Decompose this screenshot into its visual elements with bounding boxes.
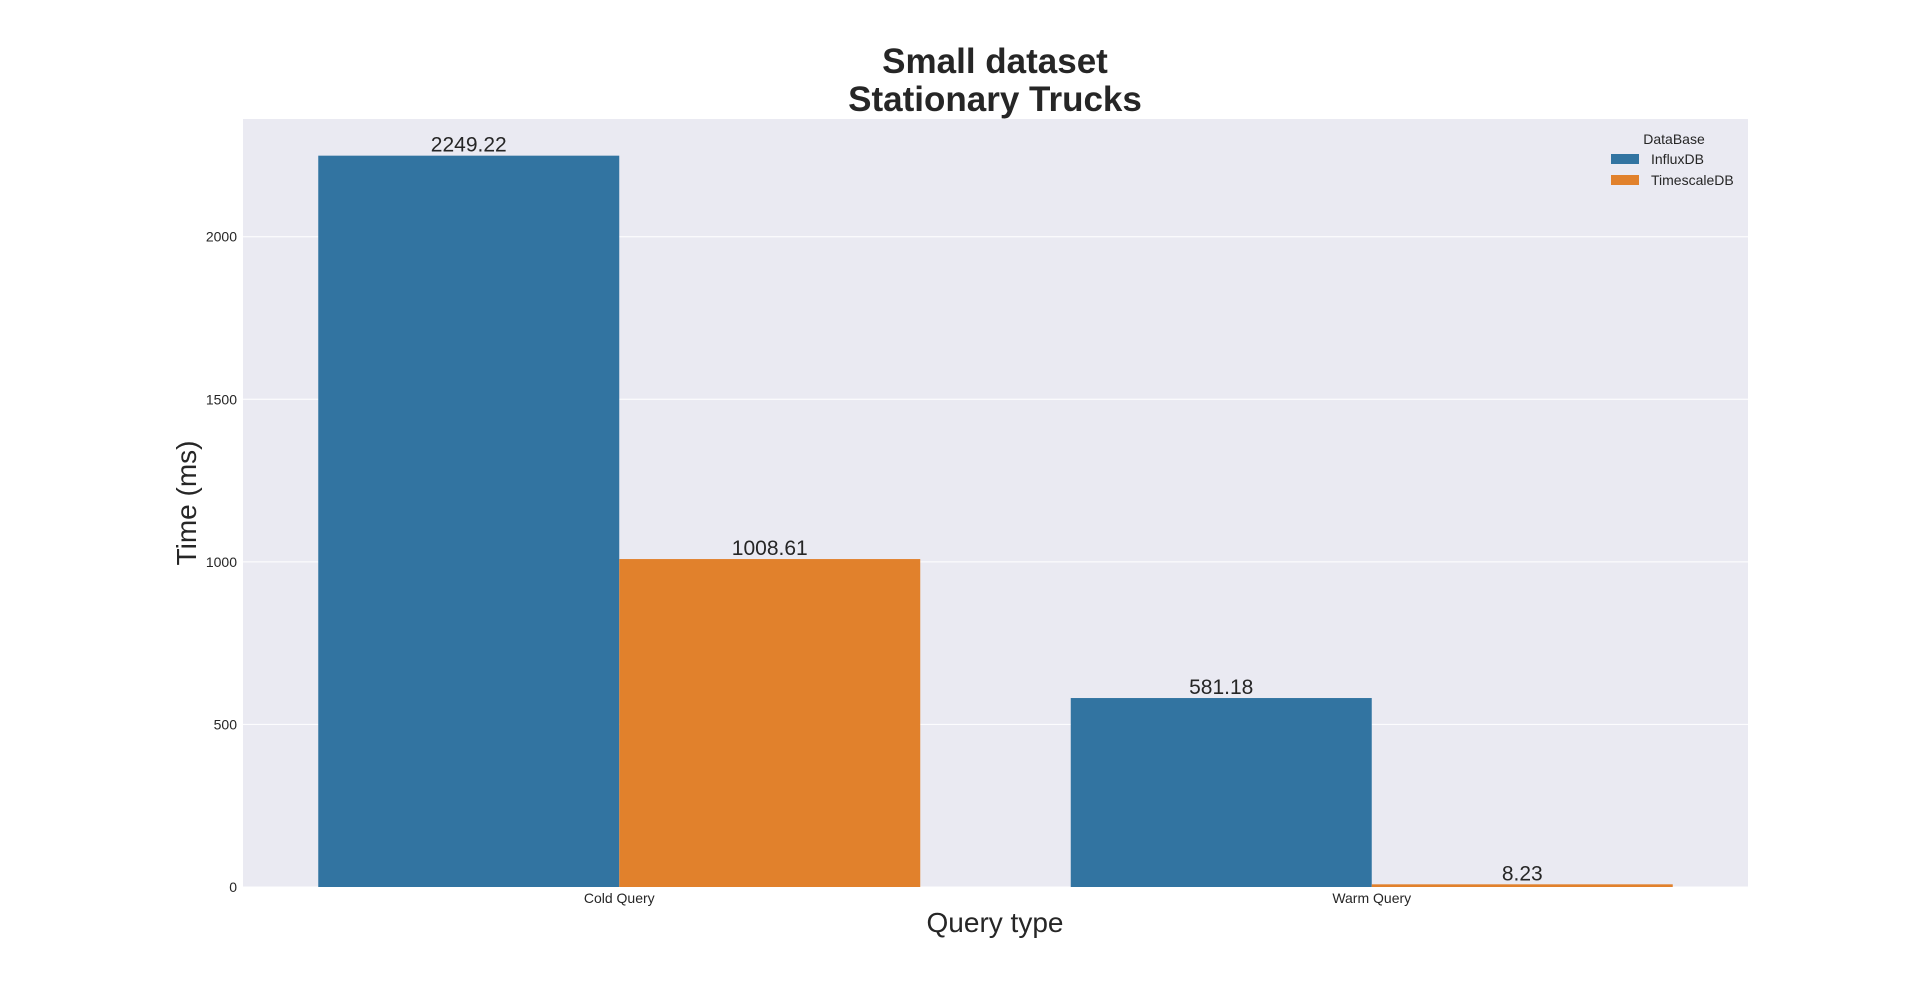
- data-label: 8.23: [1502, 862, 1543, 885]
- data-label: 1008.61: [732, 537, 808, 560]
- y-tick-label: 1500: [206, 391, 237, 407]
- y-tick-label: 500: [214, 716, 238, 732]
- bar-influxdb-cold: [318, 155, 620, 887]
- legend: DataBase InfluxDB TimescaleDB: [1611, 131, 1734, 188]
- legend-label: InfluxDB: [1651, 151, 1704, 167]
- chart-title-line-2: Stationary Trucks: [848, 80, 1142, 119]
- data-label: 581.18: [1189, 676, 1253, 699]
- legend-label: TimescaleDB: [1651, 172, 1734, 188]
- bar-influxdb-warm: [1070, 698, 1372, 887]
- y-axis-label: Time (ms): [171, 441, 202, 566]
- y-tick-label: 1000: [206, 554, 237, 570]
- x-tick-label: Cold Query: [584, 890, 655, 906]
- x-tick-label: Warm Query: [1332, 890, 1411, 906]
- y-tick-label: 2000: [206, 229, 237, 245]
- bar-timescaledb-cold: [619, 559, 921, 887]
- x-axis: Cold Query Warm Query: [584, 890, 1411, 906]
- legend-swatch: [1611, 175, 1639, 185]
- bars: [318, 155, 1673, 887]
- chart-title-line-1: Small dataset: [882, 42, 1108, 81]
- y-axis: 0 500 1000 1500 2000: [206, 229, 237, 895]
- bar-timescaledb-warm: [1371, 884, 1673, 887]
- x-axis-label: Query type: [927, 907, 1064, 938]
- y-tick-label: 0: [229, 879, 237, 895]
- legend-swatch: [1611, 154, 1639, 164]
- legend-title: DataBase: [1643, 131, 1705, 147]
- data-label: 2249.22: [431, 134, 507, 157]
- data-labels: 2249.22 1008.61 581.18 8.23: [431, 134, 1543, 886]
